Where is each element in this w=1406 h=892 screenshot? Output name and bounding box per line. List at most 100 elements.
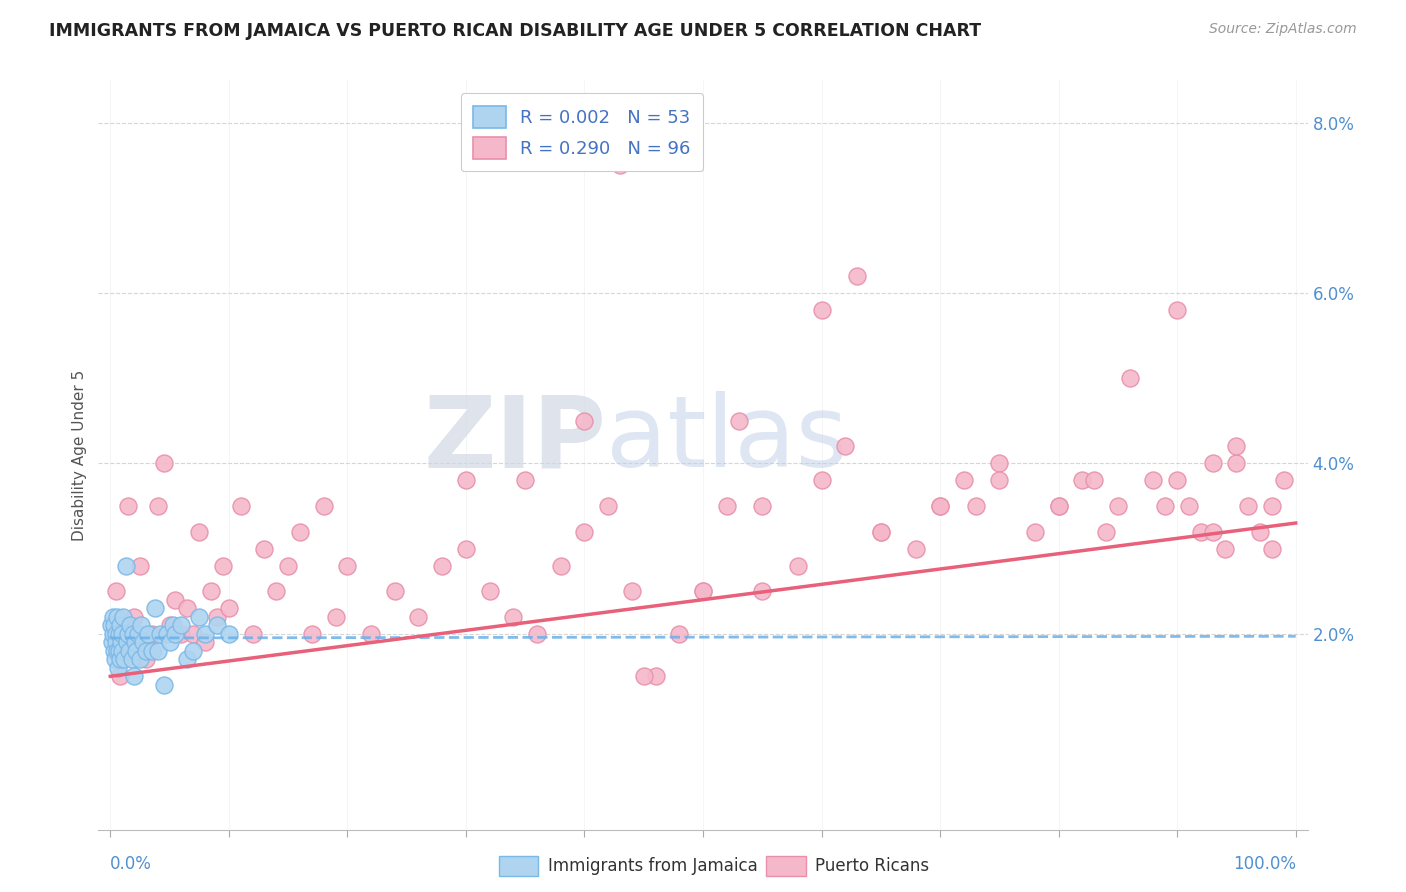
- Point: [108, 644, 131, 658]
- Text: Immigrants from Jamaica: Immigrants from Jamaica: [548, 857, 758, 875]
- Point: [176, 601, 198, 615]
- Point: [1047, 499, 1070, 513]
- Point: [156, 626, 179, 640]
- Point: [146, 644, 169, 658]
- Point: [181, 644, 204, 658]
- Text: ZIP: ZIP: [423, 392, 606, 489]
- Point: [515, 474, 537, 488]
- Point: [432, 558, 454, 573]
- Point: [1047, 499, 1070, 513]
- Point: [176, 652, 198, 666]
- Point: [929, 499, 952, 513]
- Point: [1083, 474, 1105, 488]
- Point: [218, 626, 240, 640]
- Point: [107, 661, 129, 675]
- Point: [869, 524, 891, 539]
- Point: [107, 626, 129, 640]
- Point: [181, 626, 204, 640]
- Point: [1119, 371, 1142, 385]
- Point: [408, 609, 430, 624]
- Point: [105, 609, 128, 624]
- Point: [1225, 457, 1247, 471]
- Point: [574, 414, 596, 428]
- Point: [117, 499, 139, 513]
- Point: [1249, 524, 1271, 539]
- Text: atlas: atlas: [606, 392, 848, 489]
- Text: IMMIGRANTS FROM JAMAICA VS PUERTO RICAN DISABILITY AGE UNDER 5 CORRELATION CHART: IMMIGRANTS FROM JAMAICA VS PUERTO RICAN …: [49, 22, 981, 40]
- Point: [716, 499, 738, 513]
- Point: [105, 635, 128, 649]
- Point: [1213, 541, 1236, 556]
- Point: [105, 644, 128, 658]
- Point: [229, 499, 252, 513]
- Point: [120, 618, 142, 632]
- Point: [846, 269, 869, 284]
- Point: [620, 584, 643, 599]
- Point: [101, 635, 124, 649]
- Point: [1189, 524, 1212, 539]
- Point: [1178, 499, 1201, 513]
- Point: [104, 626, 127, 640]
- Point: [668, 626, 690, 640]
- Point: [644, 669, 666, 683]
- Point: [143, 601, 166, 615]
- Point: [952, 474, 974, 488]
- Point: [110, 635, 132, 649]
- Point: [104, 652, 127, 666]
- Point: [478, 584, 501, 599]
- Point: [212, 558, 235, 573]
- Point: [454, 474, 477, 488]
- Point: [205, 618, 228, 632]
- Point: [609, 158, 631, 172]
- Point: [454, 541, 477, 556]
- Point: [108, 669, 131, 683]
- Point: [1095, 524, 1118, 539]
- Point: [129, 558, 152, 573]
- Point: [135, 652, 157, 666]
- Point: [188, 609, 211, 624]
- Point: [122, 609, 145, 624]
- Point: [114, 558, 136, 573]
- Point: [727, 414, 749, 428]
- Point: [111, 644, 134, 658]
- Point: [633, 669, 655, 683]
- Point: [159, 618, 181, 632]
- Point: [786, 558, 808, 573]
- Point: [253, 541, 276, 556]
- Point: [111, 644, 134, 658]
- Point: [1166, 474, 1188, 488]
- Point: [141, 644, 163, 658]
- Point: [170, 626, 193, 640]
- Point: [194, 635, 217, 649]
- Point: [384, 584, 406, 599]
- Point: [242, 626, 264, 640]
- Point: [264, 584, 287, 599]
- Point: [194, 626, 217, 640]
- Point: [117, 626, 139, 640]
- Point: [692, 584, 714, 599]
- Point: [110, 652, 132, 666]
- Point: [325, 609, 347, 624]
- Point: [1166, 303, 1188, 318]
- Point: [1202, 457, 1225, 471]
- Point: [905, 541, 928, 556]
- Point: [277, 558, 299, 573]
- Point: [598, 499, 620, 513]
- Point: [159, 635, 181, 649]
- Point: [1272, 474, 1295, 488]
- Point: [751, 499, 773, 513]
- Point: [1202, 524, 1225, 539]
- Text: Source: ZipAtlas.com: Source: ZipAtlas.com: [1209, 22, 1357, 37]
- Point: [1107, 499, 1129, 513]
- Point: [122, 669, 145, 683]
- Point: [129, 652, 152, 666]
- Y-axis label: Disability Age Under 5: Disability Age Under 5: [72, 369, 87, 541]
- Point: [1261, 541, 1284, 556]
- Point: [129, 618, 152, 632]
- Point: [127, 626, 149, 640]
- Point: [188, 524, 211, 539]
- Point: [146, 499, 169, 513]
- Point: [1237, 499, 1260, 513]
- Point: [112, 609, 135, 624]
- Point: [110, 626, 132, 640]
